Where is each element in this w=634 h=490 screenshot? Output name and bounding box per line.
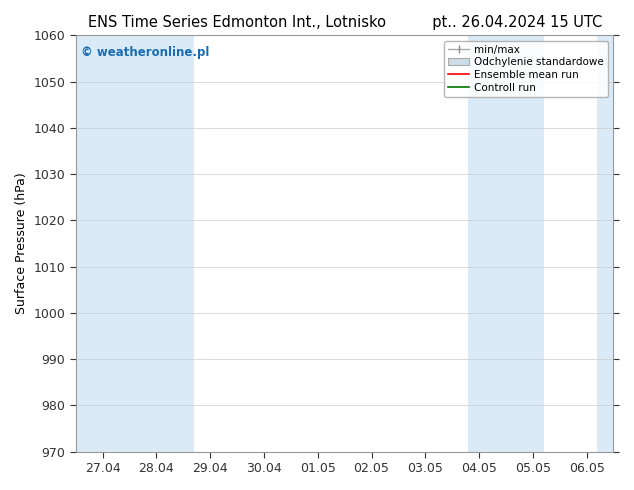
- Title: ENS Time Series Edmonton Int., Lotnisko          pt.. 26.04.2024 15 UTC: ENS Time Series Edmonton Int., Lotnisko …: [87, 15, 602, 30]
- Legend: min/max, Odchylenie standardowe, Ensemble mean run, Controll run: min/max, Odchylenie standardowe, Ensembl…: [444, 41, 608, 97]
- Bar: [469, 35, 543, 452]
- Bar: [597, 35, 614, 452]
- Bar: [76, 35, 194, 452]
- Text: © weatheronline.pl: © weatheronline.pl: [81, 46, 210, 59]
- Y-axis label: Surface Pressure (hPa): Surface Pressure (hPa): [15, 172, 28, 314]
